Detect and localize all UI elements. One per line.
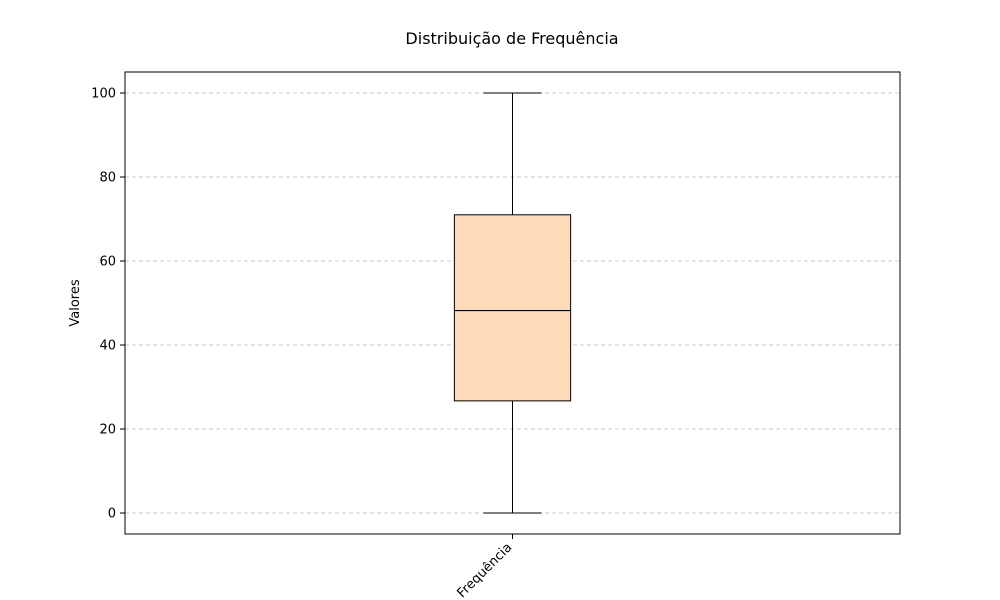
y-tick-label: 60 (99, 255, 116, 270)
x-tick-label: Frequência (454, 540, 515, 600)
y-axis-ticks: 0 20 40 60 80 100 (91, 87, 125, 522)
y-tick-label: 40 (99, 339, 116, 354)
y-tick-label: 0 (108, 507, 116, 522)
iqr-box (453, 214, 572, 402)
y-tick-label: 80 (99, 171, 116, 186)
chart-title: Distribuição de Frequência (405, 29, 618, 48)
box-plot-marks (453, 92, 572, 514)
y-axis-label: Valores (68, 279, 83, 326)
y-tick-label: 100 (91, 87, 116, 102)
x-axis-ticks: Frequência (454, 534, 515, 600)
y-tick-label: 20 (99, 423, 116, 438)
